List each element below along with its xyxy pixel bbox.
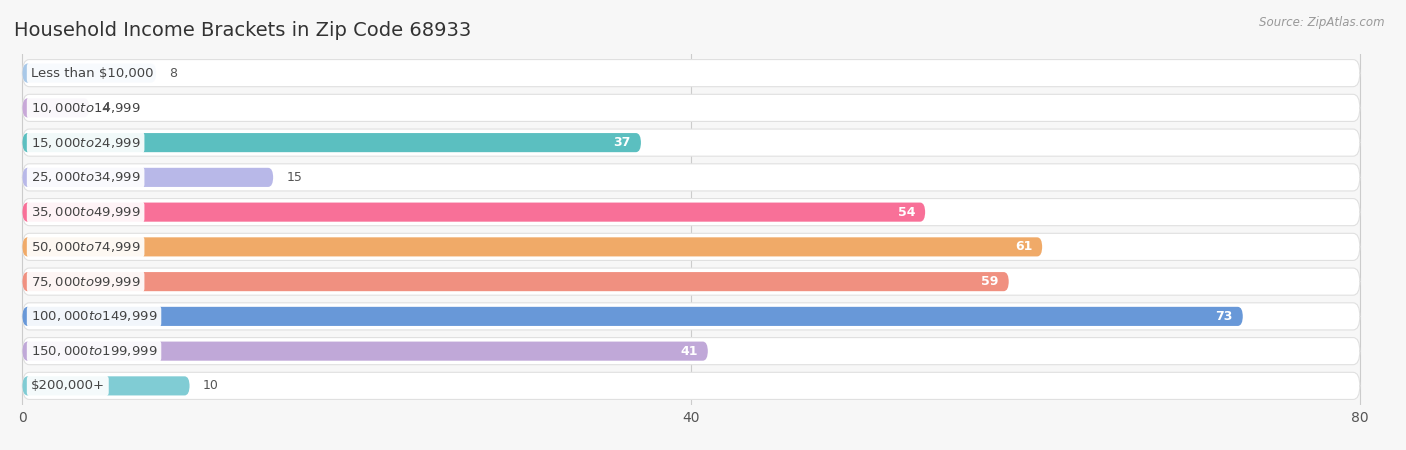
FancyBboxPatch shape <box>22 376 190 396</box>
FancyBboxPatch shape <box>22 202 925 222</box>
FancyBboxPatch shape <box>22 198 1360 226</box>
Text: 4: 4 <box>103 101 111 114</box>
Text: $150,000 to $199,999: $150,000 to $199,999 <box>31 344 157 358</box>
FancyBboxPatch shape <box>22 338 1360 364</box>
FancyBboxPatch shape <box>22 63 156 83</box>
Text: 54: 54 <box>897 206 915 219</box>
Text: $35,000 to $49,999: $35,000 to $49,999 <box>31 205 141 219</box>
FancyBboxPatch shape <box>22 59 1360 87</box>
FancyBboxPatch shape <box>22 268 1360 295</box>
Text: 37: 37 <box>613 136 631 149</box>
Text: $10,000 to $14,999: $10,000 to $14,999 <box>31 101 141 115</box>
FancyBboxPatch shape <box>22 98 90 117</box>
Text: $200,000+: $200,000+ <box>31 379 105 392</box>
Text: $15,000 to $24,999: $15,000 to $24,999 <box>31 135 141 149</box>
Text: $100,000 to $149,999: $100,000 to $149,999 <box>31 310 157 324</box>
FancyBboxPatch shape <box>22 133 641 152</box>
FancyBboxPatch shape <box>22 272 1008 291</box>
Text: 8: 8 <box>170 67 177 80</box>
FancyBboxPatch shape <box>22 233 1360 261</box>
FancyBboxPatch shape <box>22 94 1360 122</box>
FancyBboxPatch shape <box>22 307 1243 326</box>
Text: 10: 10 <box>202 379 219 392</box>
FancyBboxPatch shape <box>22 342 707 361</box>
Text: 61: 61 <box>1015 240 1032 253</box>
FancyBboxPatch shape <box>22 129 1360 156</box>
FancyBboxPatch shape <box>22 237 1042 256</box>
FancyBboxPatch shape <box>22 168 273 187</box>
Text: 59: 59 <box>981 275 998 288</box>
Text: 15: 15 <box>287 171 302 184</box>
Text: $25,000 to $34,999: $25,000 to $34,999 <box>31 171 141 184</box>
Text: Household Income Brackets in Zip Code 68933: Household Income Brackets in Zip Code 68… <box>14 21 471 40</box>
Text: $75,000 to $99,999: $75,000 to $99,999 <box>31 274 141 288</box>
Text: Less than $10,000: Less than $10,000 <box>31 67 153 80</box>
FancyBboxPatch shape <box>22 303 1360 330</box>
Text: Source: ZipAtlas.com: Source: ZipAtlas.com <box>1260 16 1385 29</box>
Text: $50,000 to $74,999: $50,000 to $74,999 <box>31 240 141 254</box>
FancyBboxPatch shape <box>22 372 1360 400</box>
Text: 73: 73 <box>1215 310 1233 323</box>
Text: 41: 41 <box>681 345 697 358</box>
FancyBboxPatch shape <box>22 164 1360 191</box>
